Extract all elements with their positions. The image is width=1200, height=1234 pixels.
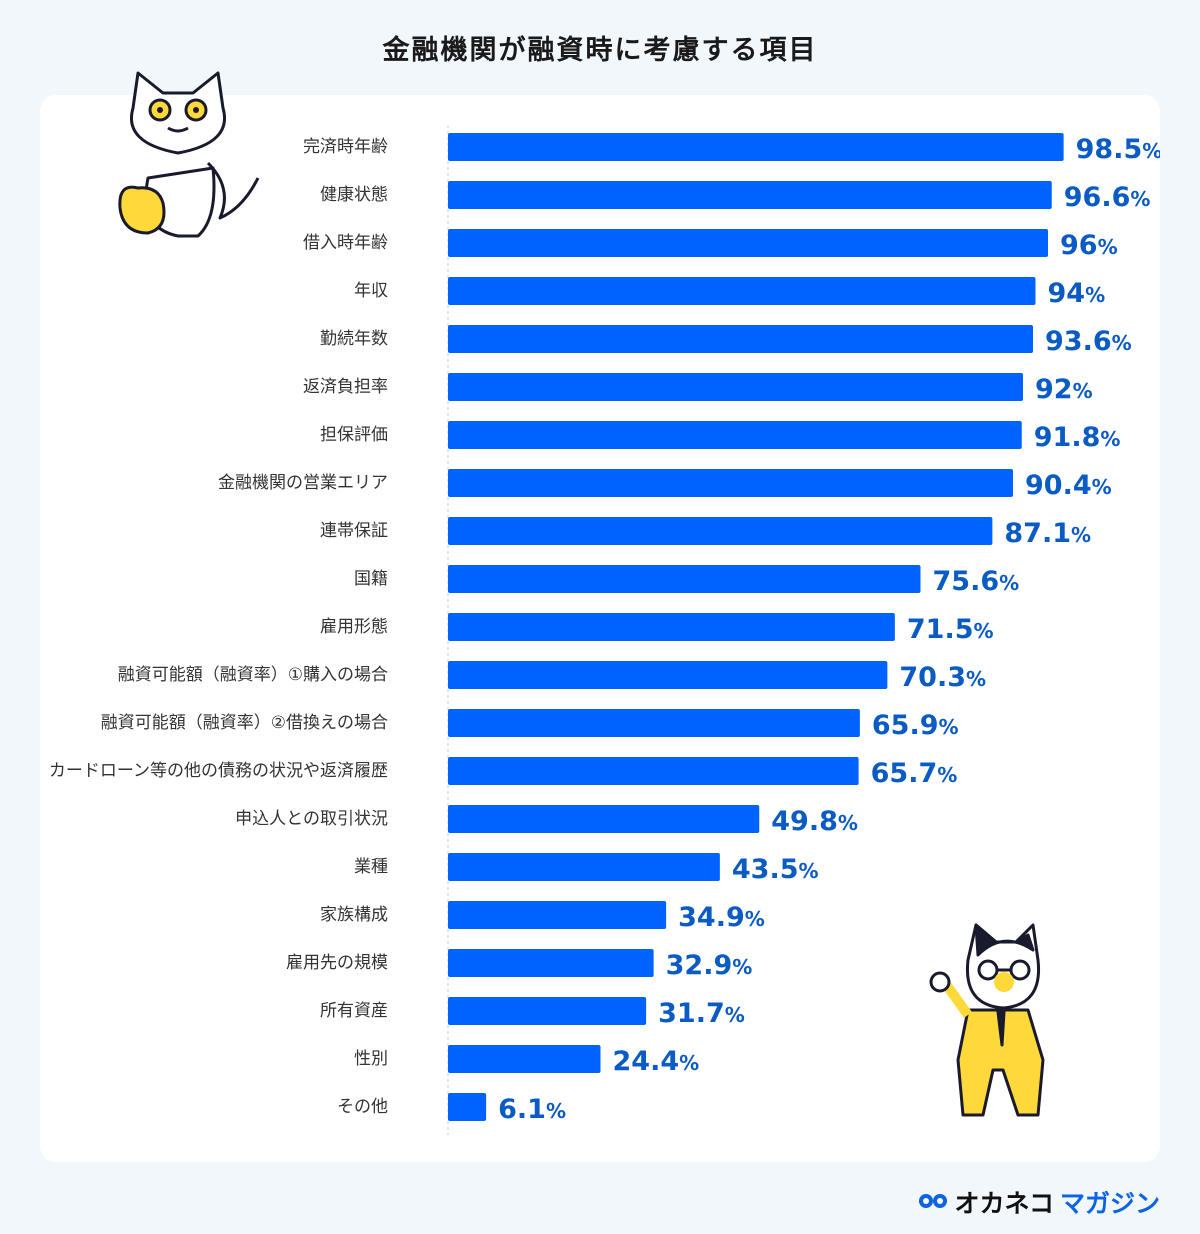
category-label: カードローン等の他の債務の状況や返済履歴 xyxy=(48,761,388,781)
category-label: 借入時年齢 xyxy=(303,233,388,253)
category-label: 申込人との取引状況 xyxy=(235,809,388,829)
value-label: 91.8% xyxy=(1034,422,1121,453)
category-label: 完済時年齢 xyxy=(303,137,388,157)
bar xyxy=(448,1045,601,1073)
unit-label: % xyxy=(974,619,994,643)
value-label: 75.6% xyxy=(933,566,1020,597)
unit-label: % xyxy=(1130,187,1150,211)
category-label: 連帯保証 xyxy=(320,521,388,541)
unit-label: % xyxy=(1085,283,1105,307)
value-label: 90.4% xyxy=(1025,470,1112,501)
category-label: 勤続年数 xyxy=(320,329,388,349)
category-label: 融資可能額（融資率）②借換えの場合 xyxy=(100,713,388,733)
bar xyxy=(448,229,1048,257)
okaneko-magazine-logo[interactable]: オカネコ マガジン xyxy=(918,1184,1160,1220)
unit-label: % xyxy=(1112,331,1132,355)
unit-label: % xyxy=(999,571,1019,595)
value-label: 65.7% xyxy=(871,758,958,789)
bar xyxy=(448,613,895,641)
value-label: 43.5% xyxy=(732,854,819,885)
chart-card: 98.5% 96.6% 96% 94% 93.6% 92% 91.8% 90.4% 87.1% 7… xyxy=(40,95,1160,1162)
bar xyxy=(448,853,720,881)
bar xyxy=(448,325,1033,353)
unit-label: % xyxy=(799,859,819,883)
value-label: 49.8% xyxy=(771,806,858,837)
unit-label: % xyxy=(937,763,957,787)
unit-label: % xyxy=(1073,379,1093,403)
category-label: その他 xyxy=(337,1097,388,1117)
category-label: 所有資産 xyxy=(320,1001,388,1021)
cat-with-money-bag-illustration xyxy=(118,71,260,238)
chart-title: 金融機関が融資時に考慮する項目 xyxy=(382,35,818,66)
bar xyxy=(448,373,1023,401)
value-label: 96% xyxy=(1060,230,1118,261)
value-label: 34.9% xyxy=(678,902,765,933)
bar xyxy=(448,421,1022,449)
logo-mark-icon xyxy=(919,1194,948,1208)
bar xyxy=(448,1093,487,1121)
category-label: 健康状態 xyxy=(320,185,388,205)
value-label: 70.3% xyxy=(899,662,986,693)
value-label: 94% xyxy=(1048,278,1106,309)
unit-label: % xyxy=(725,1003,745,1027)
bar xyxy=(448,949,654,977)
bar xyxy=(448,277,1036,305)
unit-label: % xyxy=(838,811,858,835)
category-label: 家族構成 xyxy=(320,905,388,925)
value-label: 98.5% xyxy=(1076,134,1160,165)
bar xyxy=(448,565,921,593)
unit-label: % xyxy=(1100,427,1120,451)
value-label: 24.4% xyxy=(613,1046,700,1077)
unit-label: % xyxy=(1071,523,1091,547)
unit-label: % xyxy=(679,1051,699,1075)
unit-label: % xyxy=(1142,139,1160,163)
unit-label: % xyxy=(732,955,752,979)
unit-label: % xyxy=(745,907,765,931)
category-label: 金融機関の営業エリア xyxy=(218,473,388,493)
bar xyxy=(448,133,1064,161)
logo-text-okaneko: オカネコ xyxy=(954,1189,1054,1218)
unit-label: % xyxy=(1098,235,1118,259)
category-label: 業種 xyxy=(354,857,388,877)
category-label: 担保評価 xyxy=(320,425,388,445)
category-label: 年収 xyxy=(354,281,388,301)
unit-label: % xyxy=(966,667,986,691)
cat-in-suit-illustration xyxy=(929,923,1045,1117)
value-label: 87.1% xyxy=(1004,518,1091,549)
bar xyxy=(448,805,760,833)
bar xyxy=(448,997,647,1025)
bar xyxy=(448,661,888,689)
category-label: 返済負担率 xyxy=(303,377,388,397)
category-label: 性別 xyxy=(354,1049,388,1069)
bar xyxy=(448,901,667,929)
category-label: 雇用先の規模 xyxy=(286,953,388,973)
bar xyxy=(448,181,1052,209)
value-label: 92% xyxy=(1035,374,1093,405)
value-label: 65.9% xyxy=(872,710,959,741)
value-label: 6.1% xyxy=(498,1094,566,1125)
bar xyxy=(448,469,1013,497)
unit-label: % xyxy=(546,1099,566,1123)
category-label: 雇用形態 xyxy=(320,617,388,637)
value-label: 31.7% xyxy=(658,998,745,1029)
logo-text-magazine: マガジン xyxy=(1059,1189,1160,1218)
category-label: 融資可能額（融資率）①購入の場合 xyxy=(117,665,388,685)
value-label: 93.6% xyxy=(1045,326,1132,357)
value-label: 71.5% xyxy=(907,614,994,645)
bar xyxy=(448,517,993,545)
bar xyxy=(448,757,859,785)
value-label: 32.9% xyxy=(666,950,753,981)
category-label: 国籍 xyxy=(354,569,388,589)
unit-label: % xyxy=(939,715,959,739)
bar xyxy=(448,709,860,737)
unit-label: % xyxy=(1092,475,1112,499)
value-label: 96.6% xyxy=(1064,182,1151,213)
bar-chart: 98.5% 96.6% 96% 94% 93.6% 92% 91.8% 90.4% 87.1% 7… xyxy=(447,125,1160,1135)
